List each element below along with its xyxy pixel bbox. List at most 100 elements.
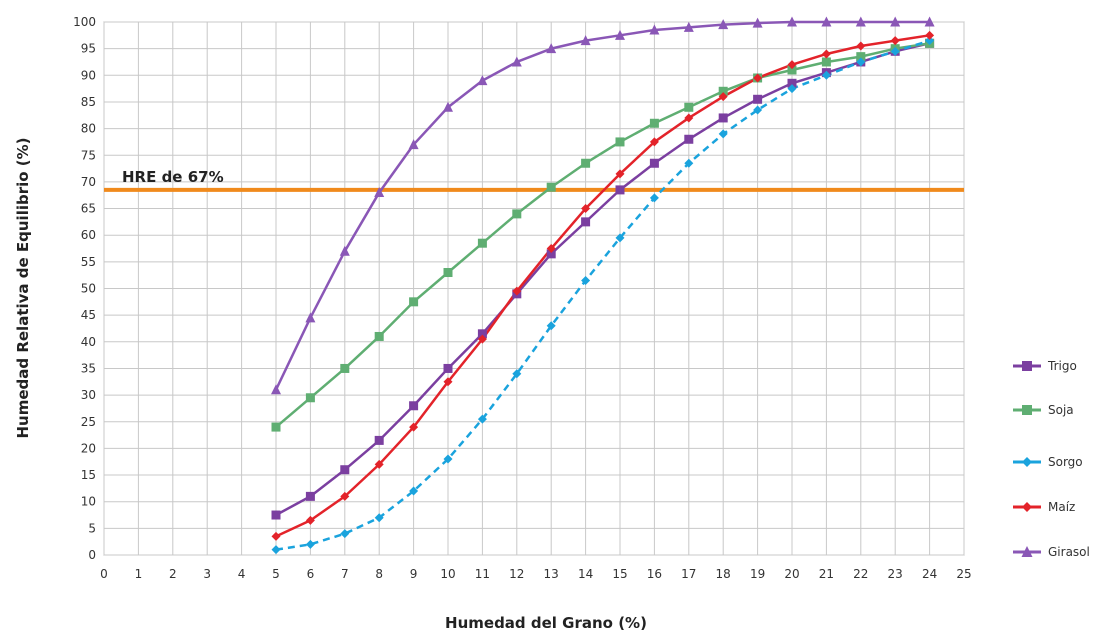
y-tick-label: 85 (81, 95, 96, 109)
data-point (374, 513, 384, 523)
y-tick-label: 60 (81, 228, 96, 242)
data-point (546, 244, 556, 254)
data-point (339, 245, 350, 256)
data-point (1022, 405, 1032, 415)
data-point (580, 35, 591, 46)
x-tick-label: 1 (135, 567, 143, 581)
y-tick-label: 40 (81, 335, 96, 349)
data-point (581, 158, 591, 168)
y-tick-labels: 0 5 10 15 20 25 30 35 40 45 50 55 60 65 70 75 80 85 90 95 10… (73, 15, 96, 562)
data-point (821, 57, 831, 67)
data-point (512, 286, 522, 296)
data-point (753, 105, 763, 115)
x-tick-label: 8 (375, 567, 383, 581)
data-point (821, 49, 831, 59)
y-tick-label: 80 (81, 122, 96, 136)
legend: Trigo Soja Sorgo Maíz Girasol (1013, 359, 1090, 559)
y-tick-label: 25 (81, 415, 96, 429)
x-tick-label: 17 (681, 567, 696, 581)
data-point (821, 70, 831, 80)
data-point (718, 86, 728, 96)
data-point (340, 363, 350, 373)
series-markers (271, 16, 935, 555)
data-point (512, 369, 522, 379)
y-tick-label: 100 (73, 15, 96, 29)
data-point (443, 377, 453, 387)
data-point (856, 52, 866, 62)
data-point (374, 435, 384, 445)
y-axis-title: Humedad Relativa de Equilibrio (%) (14, 137, 32, 438)
series-line-soja (275, 42, 930, 429)
x-tick-labels: 0 1 2 3 4 5 6 7 8 9 10 11 12 13 14 15 16 17 18 19 20 21 22 23 24… (100, 567, 971, 581)
data-point (409, 401, 419, 411)
x-tick-label: 9 (410, 567, 418, 581)
y-tick-label: 10 (81, 495, 96, 509)
x-tick-label: 4 (238, 567, 246, 581)
legend-label: Trigo (1047, 359, 1077, 373)
data-point (890, 46, 900, 56)
x-tick-label: 12 (509, 567, 524, 581)
series-line-sorgo (275, 39, 930, 551)
data-point (684, 102, 694, 112)
y-tick-label: 30 (81, 388, 96, 402)
x-tick-label: 5 (272, 567, 280, 581)
data-point (305, 539, 315, 549)
data-point (684, 134, 694, 144)
y-tick-label: 90 (81, 68, 96, 82)
data-point (684, 113, 694, 123)
data-point (374, 187, 385, 198)
x-tick-label: 13 (544, 567, 559, 581)
x-tick-label: 18 (716, 567, 731, 581)
data-point (443, 101, 453, 112)
data-point (787, 78, 797, 88)
data-point (305, 515, 315, 525)
chart-grid (103, 21, 965, 556)
data-point (787, 16, 797, 27)
data-point (787, 65, 797, 75)
x-tick-label: 21 (819, 567, 834, 581)
x-tick-label: 6 (307, 567, 315, 581)
data-point (271, 545, 281, 555)
data-point (409, 297, 419, 307)
data-point (581, 204, 591, 214)
x-tick-label: 15 (612, 567, 627, 581)
data-point (752, 17, 763, 28)
data-point (305, 393, 315, 403)
data-point (443, 454, 453, 464)
legend-label: Sorgo (1048, 455, 1083, 469)
data-point (753, 73, 763, 83)
data-point (546, 321, 556, 331)
data-point (718, 113, 728, 123)
y-tick-label: 45 (81, 308, 96, 322)
data-point (924, 16, 935, 27)
data-point (374, 331, 384, 341)
data-point (615, 185, 625, 195)
data-point (340, 465, 350, 475)
data-point (615, 169, 625, 179)
data-point (477, 75, 488, 86)
data-point (1022, 502, 1032, 512)
y-tick-label: 5 (88, 521, 96, 535)
data-point (443, 363, 453, 373)
series-line-maíz (275, 34, 930, 538)
y-tick-label: 50 (81, 282, 96, 296)
data-point (374, 459, 384, 469)
data-point (581, 276, 591, 286)
data-point (649, 193, 659, 203)
x-tick-label: 10 (440, 567, 455, 581)
series-lines (274, 20, 930, 551)
data-point (753, 94, 763, 104)
data-point (821, 16, 832, 27)
x-tick-label: 7 (341, 567, 349, 581)
x-tick-label: 2 (169, 567, 177, 581)
data-point (856, 57, 866, 67)
data-point (271, 531, 281, 541)
data-point (787, 60, 797, 70)
data-point (443, 268, 453, 278)
data-point (684, 158, 694, 168)
data-point (271, 510, 281, 520)
data-point (718, 129, 728, 139)
legend-label: Soja (1048, 403, 1074, 417)
data-point (477, 238, 487, 248)
